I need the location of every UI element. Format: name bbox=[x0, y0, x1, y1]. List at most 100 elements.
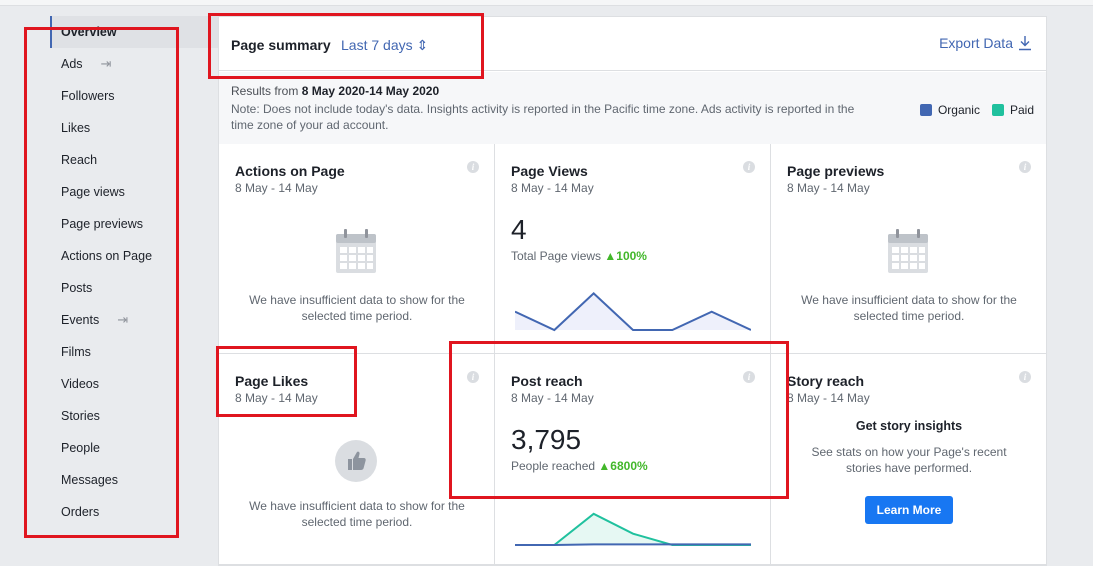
sidebar-item-page-previews[interactable]: Page previews bbox=[50, 208, 218, 240]
download-icon bbox=[1019, 36, 1031, 51]
insufficient-data-message: We have insufficient data to show for th… bbox=[249, 499, 465, 529]
results-range-text: Results from 8 May 2020-14 May 2020 bbox=[231, 84, 439, 98]
sidebar-item-videos[interactable]: Videos bbox=[50, 368, 218, 400]
timezone-note: Note: Does not include today's data. Ins… bbox=[231, 102, 855, 132]
sidebar-item-stories[interactable]: Stories bbox=[50, 400, 218, 432]
sidebar-item-label: Page views bbox=[61, 185, 125, 199]
page-views-sparkline bbox=[515, 291, 751, 332]
metric-sub-label: People reached bbox=[511, 459, 596, 473]
page-title: Page summary bbox=[231, 37, 331, 53]
story-insights-heading: Get story insights bbox=[855, 419, 963, 433]
metric-sub-label: Total Page views bbox=[511, 249, 602, 263]
sidebar-item-label: Events bbox=[61, 313, 100, 327]
sidebar-item-people[interactable]: People bbox=[50, 432, 218, 464]
page-views-line bbox=[515, 291, 751, 332]
actions-on-page-card[interactable]: Actions on Page 8 May - 14 May i We have… bbox=[219, 144, 495, 354]
learn-more-button[interactable]: Learn More bbox=[865, 496, 953, 524]
story-reach-card[interactable]: Story reach 8 May - 14 May i Get story i… bbox=[771, 354, 1046, 565]
info-icon[interactable]: i bbox=[467, 371, 479, 383]
insights-main-panel: Page summary Last 7 days ⇕ Export Data R… bbox=[218, 16, 1047, 566]
page-previews-card[interactable]: Page previews 8 May - 14 May i We have i… bbox=[771, 144, 1046, 354]
metrics-grid: Actions on Page 8 May - 14 May i We have… bbox=[219, 144, 1046, 565]
sidebar-item-films[interactable]: Films bbox=[50, 336, 218, 368]
paid-area bbox=[515, 513, 751, 545]
page-views-card[interactable]: Page Views 8 May - 14 May i 4 Total Page… bbox=[495, 144, 771, 354]
card-date: 8 May - 14 May bbox=[787, 391, 870, 405]
info-icon[interactable]: i bbox=[467, 161, 479, 173]
card-title: Post reach bbox=[511, 373, 583, 389]
post-reach-card[interactable]: Post reach 8 May - 14 May i 3,795 People… bbox=[495, 354, 771, 565]
card-date: 8 May - 14 May bbox=[511, 181, 594, 195]
change-badge: ▲6800% bbox=[598, 459, 648, 473]
sidebar-item-ads[interactable]: Ads ⇥ bbox=[50, 48, 218, 80]
thumbs-up-icon bbox=[335, 440, 377, 482]
sidebar-item-label: Overview bbox=[61, 25, 117, 39]
paid-swatch bbox=[991, 104, 1004, 116]
metric-sub: People reached ▲6800% bbox=[511, 459, 648, 473]
metric-sub: Total Page views ▲100% bbox=[511, 249, 647, 263]
export-icon: ⇥ bbox=[117, 312, 129, 327]
results-info: Results from 8 May 2020-14 May 2020 Note… bbox=[219, 72, 1046, 144]
card-title: Story reach bbox=[787, 373, 865, 389]
sidebar-item-label: People bbox=[61, 441, 100, 455]
sidebar-item-label: Page previews bbox=[61, 217, 143, 231]
sidebar-item-overview[interactable]: Overview bbox=[50, 16, 218, 48]
metric-value: 4 bbox=[511, 214, 527, 245]
metric-value: 3,795 bbox=[511, 424, 582, 455]
date-range-dropdown[interactable]: Last 7 days ⇕ bbox=[341, 37, 429, 53]
page-summary-header: Page summary Last 7 days ⇕ Export Data bbox=[219, 17, 1046, 71]
legend-organic: Organic bbox=[919, 103, 980, 117]
sidebar-item-followers[interactable]: Followers bbox=[50, 80, 218, 112]
organic-line bbox=[515, 543, 751, 546]
sidebar-item-label: Messages bbox=[61, 473, 118, 487]
sidebar-item-label: Videos bbox=[61, 377, 99, 391]
insufficient-data-message: We have insufficient data to show for th… bbox=[249, 293, 465, 323]
legend-paid: Paid bbox=[991, 103, 1034, 117]
sidebar-item-label: Films bbox=[61, 345, 91, 359]
sidebar-item-label: Likes bbox=[61, 121, 91, 135]
sidebar-item-reach[interactable]: Reach bbox=[50, 144, 218, 176]
info-icon[interactable]: i bbox=[743, 371, 755, 383]
card-title: Page previews bbox=[787, 163, 885, 179]
calendar-icon bbox=[336, 229, 376, 273]
sidebar: Overview Ads ⇥ Followers Likes Reach Page view… bbox=[50, 16, 218, 556]
sidebar-item-likes[interactable]: Likes bbox=[50, 112, 218, 144]
sidebar-item-posts[interactable]: Posts bbox=[50, 272, 218, 304]
card-title: Actions on Page bbox=[235, 163, 345, 179]
change-badge: ▲100% bbox=[604, 249, 647, 263]
sidebar-item-messages[interactable]: Messages bbox=[50, 464, 218, 496]
card-date: 8 May - 14 May bbox=[787, 181, 870, 195]
export-data-button[interactable]: Export Data bbox=[939, 35, 1032, 51]
card-date: 8 May - 14 May bbox=[235, 391, 318, 405]
results-range: 8 May 2020-14 May 2020 bbox=[301, 84, 440, 98]
export-data-label: Export Data bbox=[939, 35, 1013, 51]
export-icon: ⇥ bbox=[100, 56, 112, 71]
sidebar-item-page-views[interactable]: Page views bbox=[50, 176, 218, 208]
legend-organic-label: Organic bbox=[937, 103, 980, 117]
sidebar-item-label: Ads bbox=[61, 57, 83, 71]
results-prefix: Results from bbox=[231, 84, 299, 98]
sidebar-item-actions-on-page[interactable]: Actions on Page bbox=[50, 240, 218, 272]
info-icon[interactable]: i bbox=[1019, 161, 1031, 173]
insufficient-data-message: We have insufficient data to show for th… bbox=[801, 293, 1017, 323]
organic-swatch bbox=[919, 104, 932, 116]
legend: Organic Paid bbox=[919, 103, 1034, 117]
sidebar-item-events[interactable]: Events ⇥ bbox=[50, 304, 218, 336]
post-reach-sparkline bbox=[515, 512, 751, 546]
sidebar-item-label: Actions on Page bbox=[61, 249, 153, 263]
page-likes-card[interactable]: Page Likes 8 May - 14 May i We have insu… bbox=[219, 354, 495, 565]
info-icon[interactable]: i bbox=[1019, 371, 1031, 383]
sidebar-item-label: Stories bbox=[61, 409, 100, 423]
sidebar-item-label: Reach bbox=[61, 153, 98, 167]
sidebar-item-orders[interactable]: Orders bbox=[50, 496, 218, 528]
story-insights-text: See stats on how your Page's recent stor… bbox=[811, 445, 1007, 475]
page-views-area bbox=[515, 293, 751, 330]
card-title: Page Views bbox=[511, 163, 588, 179]
card-date: 8 May - 14 May bbox=[235, 181, 318, 195]
card-title: Page Likes bbox=[235, 373, 309, 389]
info-icon[interactable]: i bbox=[743, 161, 755, 173]
sidebar-item-label: Followers bbox=[61, 89, 115, 103]
sidebar-item-label: Posts bbox=[61, 281, 93, 295]
legend-paid-label: Paid bbox=[1009, 103, 1034, 117]
sidebar-item-label: Orders bbox=[61, 505, 100, 519]
